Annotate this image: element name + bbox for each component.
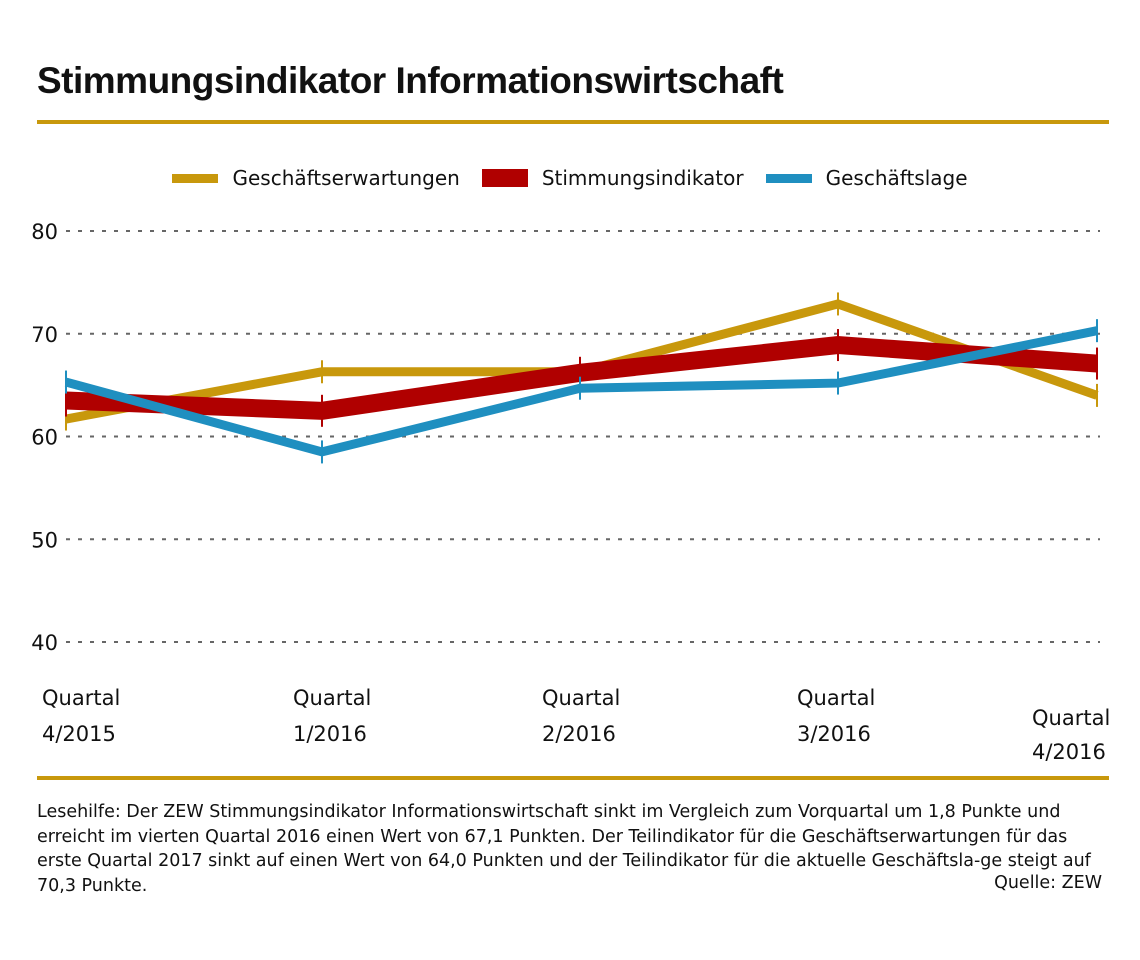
legend-swatch [172,173,219,183]
x-tick-line: Quartal [1032,706,1111,730]
x-tick-line: 3/2016 [797,722,871,746]
x-tick-line: 1/2016 [293,722,367,746]
legend: Geschäftserwartungen Stimmungsindikator Ge… [0,166,1140,190]
x-tick-label: Quartal 4/2016 [1032,700,1110,770]
legend-swatch [481,169,528,187]
legend-item: Geschäftserwartungen [172,166,460,190]
chart-title: Stimmungsindikator Informationswirtschaf… [37,60,784,101]
series-line-1 [65,336,1098,420]
legend-swatch [765,173,812,183]
x-tick-label: Quartal 4/2015 [42,680,120,752]
x-tick-line: Quartal [293,686,372,710]
x-tick-line: Quartal [542,686,621,710]
y-tick-label: 70 [31,323,58,347]
y-tick-label: 40 [31,631,58,655]
x-tick-line: 4/2015 [42,722,116,746]
top-rule [37,120,1109,124]
legend-label: Stimmungsindikator [541,166,744,190]
y-tick-label: 80 [31,220,58,244]
y-tick-label: 50 [31,528,58,552]
x-tick-line: 2/2016 [542,722,616,746]
x-tick-line: 4/2016 [1032,740,1106,764]
x-tick-line: Quartal [797,686,876,710]
bottom-rule [37,776,1109,780]
x-tick-line: Quartal [42,686,121,710]
legend-label: Geschäftserwartungen [232,166,460,190]
legend-item: Stimmungsindikator [481,166,744,190]
x-tick-label: Quartal 3/2016 [797,680,875,752]
source: Quelle: ZEW [994,873,1102,893]
legend-item: Geschäftslage [765,166,968,190]
legend-label: Geschäftslage [825,166,968,190]
x-tick-label: Quartal 1/2016 [293,680,371,752]
x-tick-label: Quartal 2/2016 [542,680,620,752]
y-tick-label: 60 [31,426,58,450]
reading-note: Lesehilfe: Der ZEW Stimmungsindikator In… [37,802,1091,896]
